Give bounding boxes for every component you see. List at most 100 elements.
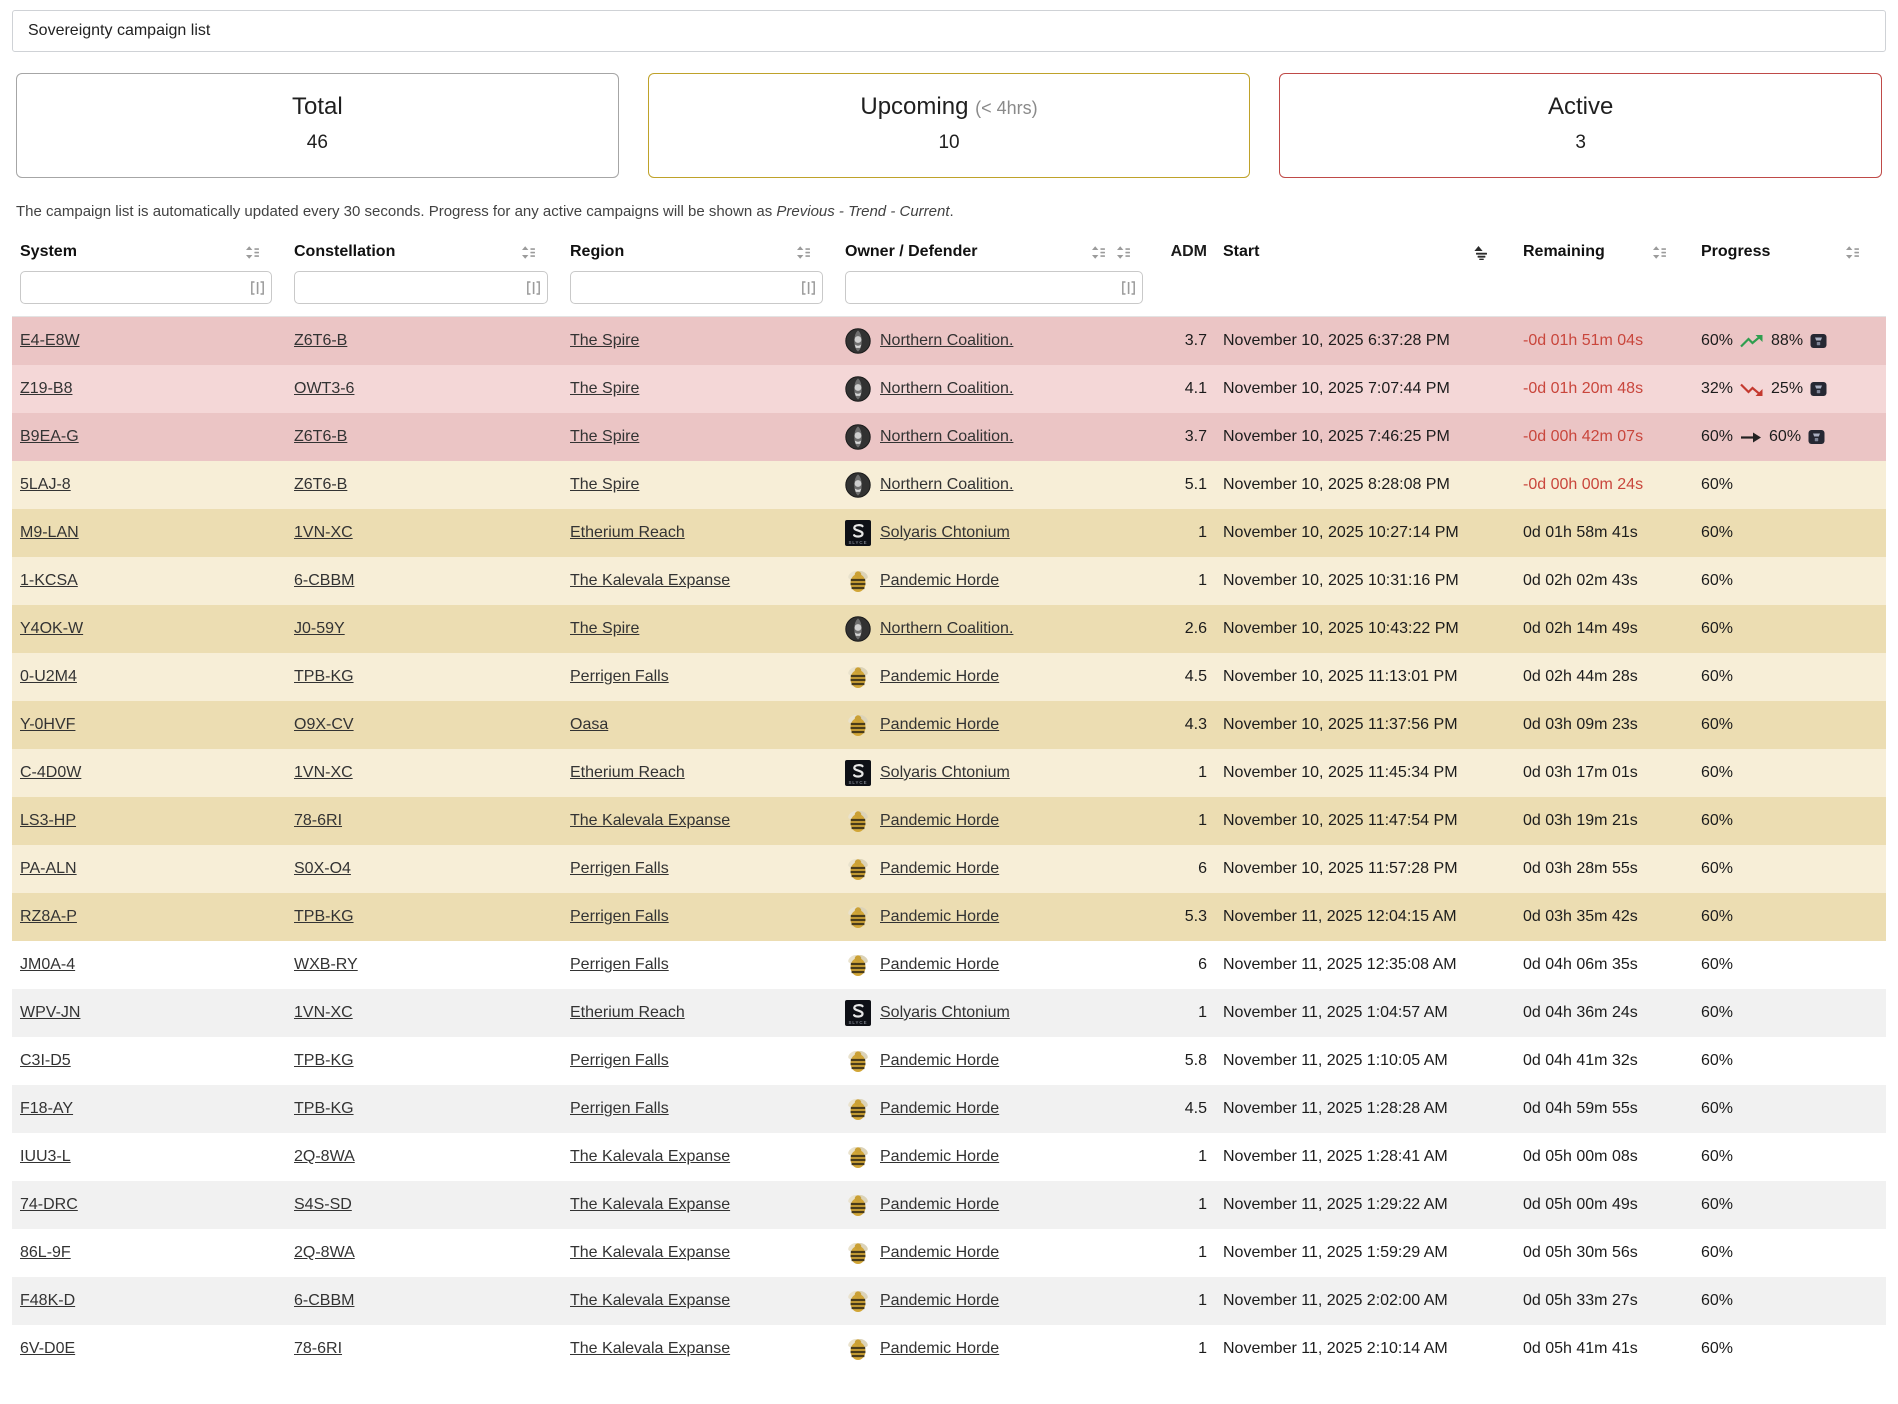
region-link[interactable]: The Kalevala Expanse (570, 1292, 731, 1309)
constellation-link[interactable]: Z6T6-B (294, 476, 348, 493)
owner-link[interactable]: Solyaris Chtonium (880, 1004, 1010, 1021)
constellation-link[interactable]: TPB-KG (294, 668, 354, 685)
owner-link[interactable]: Pandemic Horde (880, 1148, 1000, 1165)
constellation-link[interactable]: TPB-KG (294, 908, 354, 925)
col-header-adm[interactable]: ADM (1157, 233, 1215, 269)
constellation-filter-input[interactable] (294, 271, 548, 304)
system-link[interactable]: 86L-9F (20, 1244, 71, 1261)
system-link[interactable]: 5LAJ-8 (20, 476, 71, 493)
constellation-link[interactable]: OWT3-6 (294, 380, 355, 397)
constellation-link[interactable]: S4S-SD (294, 1196, 352, 1213)
region-link[interactable]: Perrigen Falls (570, 860, 669, 877)
owner-link[interactable]: Pandemic Horde (880, 716, 1000, 733)
constellation-link[interactable]: Z6T6-B (294, 428, 348, 445)
system-link[interactable]: C-4D0W (20, 764, 82, 781)
owner-link[interactable]: Pandemic Horde (880, 1340, 1000, 1357)
system-link[interactable]: B9EA-G (20, 428, 79, 445)
constellation-link[interactable]: S0X-O4 (294, 860, 351, 877)
constellation-link[interactable]: Z6T6-B (294, 332, 348, 349)
constellation-link[interactable]: J0-59Y (294, 620, 345, 637)
region-link[interactable]: The Spire (570, 476, 640, 493)
owner-link[interactable]: Pandemic Horde (880, 860, 1000, 877)
constellation-link[interactable]: WXB-RY (294, 956, 358, 973)
system-link[interactable]: Z19-B8 (20, 380, 73, 397)
system-link[interactable]: C3I-D5 (20, 1052, 71, 1069)
constellation-link[interactable]: 1VN-XC (294, 524, 353, 541)
constellation-link[interactable]: 6-CBBM (294, 1292, 355, 1309)
system-link[interactable]: LS3-HP (20, 812, 77, 829)
sort-icon[interactable] (1845, 245, 1860, 260)
region-link[interactable]: The Spire (570, 620, 640, 637)
sort-icon[interactable] (1091, 245, 1106, 260)
owner-filter-input[interactable] (845, 271, 1143, 304)
region-link[interactable]: Perrigen Falls (570, 956, 669, 973)
owner-link[interactable]: Pandemic Horde (880, 572, 1000, 589)
region-link[interactable]: Perrigen Falls (570, 908, 669, 925)
constellation-link[interactable]: 6-CBBM (294, 572, 355, 589)
constellation-link[interactable]: 1VN-XC (294, 1004, 353, 1021)
system-link[interactable]: RZ8A-P (20, 908, 77, 925)
owner-link[interactable]: Northern Coalition. (880, 476, 1014, 493)
system-link[interactable]: Y4OK-W (20, 620, 84, 637)
owner-link[interactable]: Pandemic Horde (880, 1100, 1000, 1117)
constellation-link[interactable]: 78-6RI (294, 812, 343, 829)
system-link[interactable]: F18-AY (20, 1100, 74, 1117)
region-link[interactable]: The Kalevala Expanse (570, 1340, 731, 1357)
col-header-start[interactable]: Start (1215, 233, 1515, 269)
constellation-link[interactable]: TPB-KG (294, 1100, 354, 1117)
col-header-progress[interactable]: Progress (1693, 233, 1886, 269)
sort-icon[interactable] (1652, 245, 1667, 260)
region-link[interactable]: The Kalevala Expanse (570, 1148, 731, 1165)
system-link[interactable]: WPV-JN (20, 1004, 81, 1021)
owner-link[interactable]: Pandemic Horde (880, 1292, 1000, 1309)
region-link[interactable]: Oasa (570, 716, 609, 733)
region-link[interactable]: Perrigen Falls (570, 1052, 669, 1069)
region-link[interactable]: The Spire (570, 380, 640, 397)
system-link[interactable]: 74-DRC (20, 1196, 78, 1213)
col-header-remaining[interactable]: Remaining (1515, 233, 1693, 269)
system-filter-input[interactable] (20, 271, 272, 304)
col-header-owner[interactable]: Owner / Defender (837, 233, 1157, 269)
sort-icon[interactable] (521, 245, 536, 260)
system-link[interactable]: IUU3-L (20, 1148, 71, 1165)
owner-link[interactable]: Pandemic Horde (880, 812, 1000, 829)
owner-link[interactable]: Northern Coalition. (880, 428, 1014, 445)
sort-icon[interactable] (1116, 245, 1131, 260)
region-link[interactable]: The Spire (570, 332, 640, 349)
sort-icon[interactable] (796, 245, 811, 260)
constellation-link[interactable]: O9X-CV (294, 716, 354, 733)
owner-link[interactable]: Northern Coalition. (880, 620, 1014, 637)
owner-link[interactable]: Solyaris Chtonium (880, 764, 1010, 781)
owner-link[interactable]: Pandemic Horde (880, 1052, 1000, 1069)
owner-link[interactable]: Pandemic Horde (880, 956, 1000, 973)
constellation-link[interactable]: 78-6RI (294, 1340, 343, 1357)
system-link[interactable]: 1-KCSA (20, 572, 78, 589)
constellation-link[interactable]: 2Q-8WA (294, 1244, 355, 1261)
system-link[interactable]: F48K-D (20, 1292, 76, 1309)
system-link[interactable]: M9-LAN (20, 524, 79, 541)
owner-link[interactable]: Solyaris Chtonium (880, 524, 1010, 541)
region-link[interactable]: Perrigen Falls (570, 1100, 669, 1117)
owner-link[interactable]: Pandemic Horde (880, 908, 1000, 925)
region-link[interactable]: The Kalevala Expanse (570, 1196, 731, 1213)
col-header-constellation[interactable]: Constellation (286, 233, 562, 269)
system-link[interactable]: PA-ALN (20, 860, 77, 877)
region-link[interactable]: Etherium Reach (570, 1004, 685, 1021)
col-header-system[interactable]: System (12, 233, 286, 269)
owner-link[interactable]: Northern Coalition. (880, 332, 1014, 349)
constellation-link[interactable]: 2Q-8WA (294, 1148, 355, 1165)
col-header-region[interactable]: Region (562, 233, 837, 269)
system-link[interactable]: 0-U2M4 (20, 668, 77, 685)
constellation-link[interactable]: TPB-KG (294, 1052, 354, 1069)
region-link[interactable]: The Kalevala Expanse (570, 812, 731, 829)
system-link[interactable]: Y-0HVF (20, 716, 76, 733)
system-link[interactable]: E4-E8W (20, 332, 80, 349)
owner-link[interactable]: Northern Coalition. (880, 380, 1014, 397)
region-link[interactable]: Etherium Reach (570, 764, 685, 781)
region-filter-input[interactable] (570, 271, 823, 304)
sort-icon[interactable] (245, 245, 260, 260)
region-link[interactable]: The Kalevala Expanse (570, 572, 731, 589)
owner-link[interactable]: Pandemic Horde (880, 1196, 1000, 1213)
region-link[interactable]: The Spire (570, 428, 640, 445)
owner-link[interactable]: Pandemic Horde (880, 1244, 1000, 1261)
